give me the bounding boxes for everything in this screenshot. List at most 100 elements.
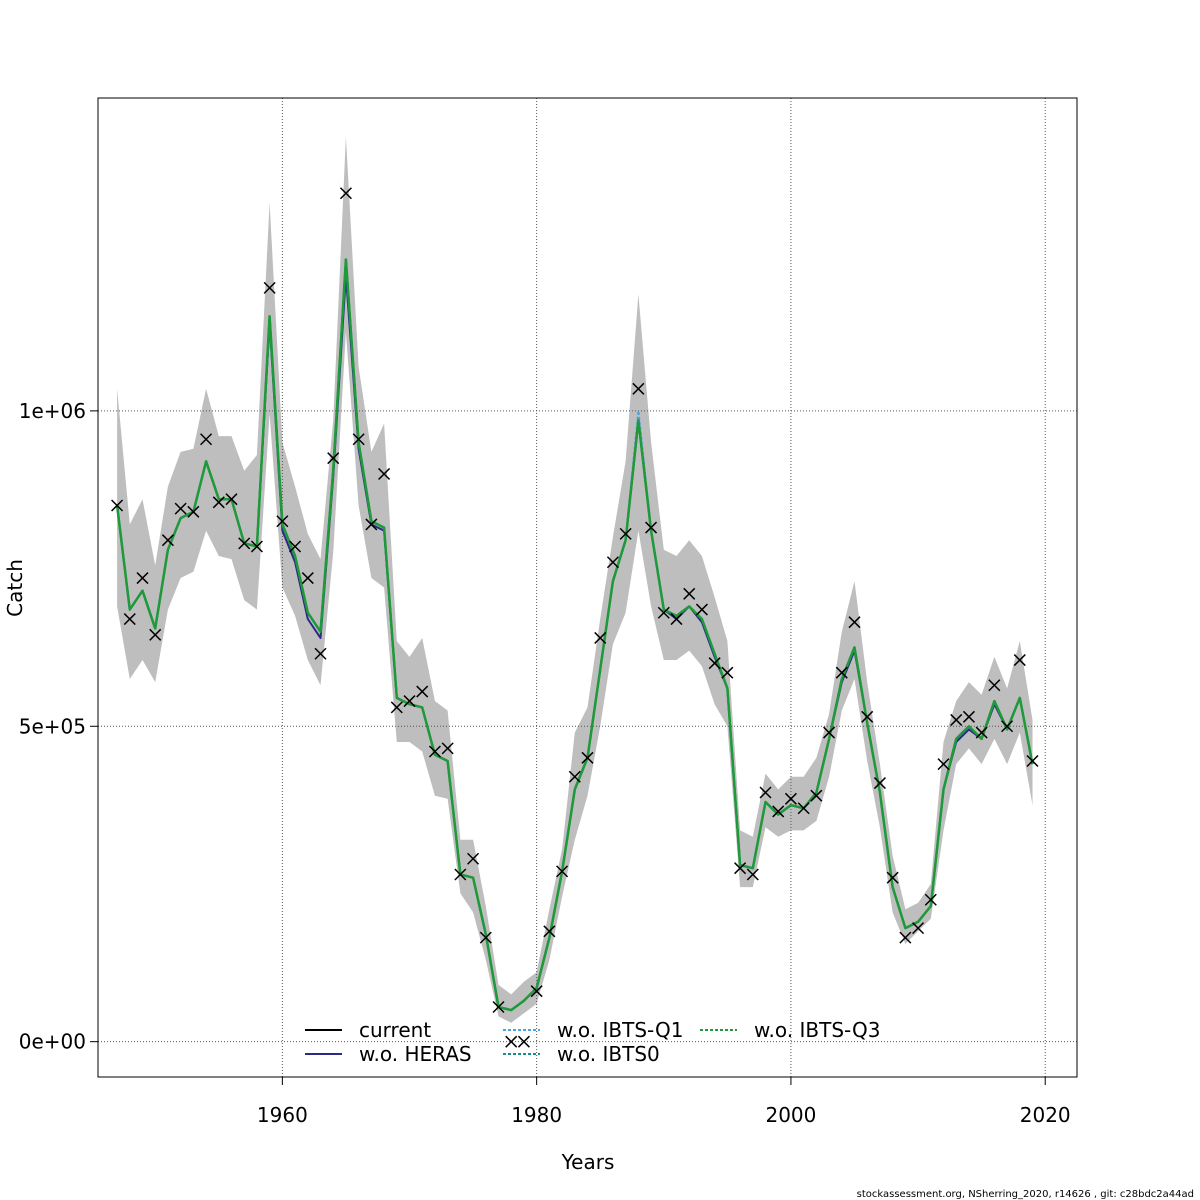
observed-point	[365, 518, 378, 531]
observed-point	[276, 515, 289, 528]
observed-point-stroke	[975, 726, 988, 739]
observed-point	[695, 603, 708, 616]
observed-point-stroke	[149, 628, 162, 641]
observed-point	[123, 613, 136, 626]
y-tick-label: 0e+00	[19, 1030, 86, 1054]
observed-point	[861, 710, 874, 723]
observed-point	[378, 467, 391, 480]
observed-point	[530, 985, 543, 998]
observed-point-stroke	[899, 931, 912, 944]
observed-point-stroke	[250, 540, 263, 553]
observed-point	[505, 1035, 518, 1048]
observed-point-stroke	[467, 852, 480, 865]
observed-point-stroke	[327, 452, 340, 465]
observed-point-stroke	[161, 534, 174, 547]
observed-point	[263, 281, 276, 294]
observed-point-stroke	[670, 613, 683, 626]
observed-point	[950, 713, 963, 726]
observed-point-stroke	[645, 521, 658, 534]
observed-point-stroke	[378, 467, 391, 480]
observed-point	[810, 789, 823, 802]
observed-point	[339, 187, 352, 200]
observed-point-stroke	[263, 281, 276, 294]
observed-point-stroke	[543, 925, 556, 938]
observed-point	[886, 871, 899, 884]
legend-label: w.o. IBTS-Q1	[557, 1018, 683, 1042]
confidence-band-layer	[117, 136, 1033, 1023]
observed-point-stroke	[924, 893, 937, 906]
observed-point-stroke	[403, 695, 416, 708]
observed-point	[428, 745, 441, 758]
observed-point	[835, 666, 848, 679]
observed-point	[238, 537, 251, 550]
observed-point	[454, 868, 467, 881]
observed-point-stroke	[289, 540, 302, 553]
observed-point-stroke	[339, 187, 352, 200]
observed-point	[975, 726, 988, 739]
x-tick-label: 2020	[1020, 1103, 1071, 1127]
series-line-w-o-ibts-q3	[115, 258, 1034, 1012]
observed-point	[301, 572, 314, 585]
observed-point	[479, 931, 492, 944]
legend-label: w.o. HERAS	[359, 1042, 472, 1066]
observed-point-stroke	[937, 758, 950, 771]
observed-point-stroke	[657, 606, 670, 619]
observed-point-stroke	[1026, 754, 1039, 768]
observed-point-stroke	[886, 871, 899, 884]
observed-point	[403, 695, 416, 708]
observed-point-stroke	[848, 616, 861, 629]
observed-point-stroke	[962, 710, 975, 723]
observed-point	[187, 505, 200, 518]
observed-point-stroke	[428, 745, 441, 758]
observed-point	[772, 805, 785, 818]
observed-point	[492, 1000, 505, 1014]
observed-point	[759, 786, 772, 799]
x-axis: 1960 1980 2000 2020	[257, 1077, 1071, 1127]
observed-point	[823, 726, 836, 739]
observed-point-stroke	[950, 713, 963, 726]
observed-point	[594, 631, 607, 644]
observed-point-stroke	[810, 789, 823, 802]
x-tick-label: 1960	[257, 1103, 308, 1127]
observed-point-stroke	[390, 701, 403, 714]
y-axis: 0e+00 5e+05 1e+06	[19, 399, 98, 1054]
observed-point-stroke	[734, 862, 747, 875]
observed-point-stroke	[619, 527, 632, 540]
legend-item: w.o. IBTS0	[503, 1042, 660, 1066]
observed-point-stroke	[594, 631, 607, 644]
observed-point-stroke	[479, 931, 492, 944]
legend-item: w.o. HERAS	[305, 1042, 472, 1066]
observed-point	[708, 657, 721, 670]
legend-label: w.o. IBTS-Q3	[754, 1018, 880, 1042]
observed-point	[581, 751, 594, 764]
observed-point	[988, 679, 1001, 692]
observed-point-stroke	[632, 382, 645, 395]
observed-point	[657, 606, 670, 619]
observed-point-stroke	[517, 1035, 530, 1048]
legend-item: current	[305, 1018, 431, 1042]
observed-point-stroke	[212, 496, 225, 509]
observed-point-stroke	[505, 1035, 518, 1048]
observed-point-stroke	[238, 537, 251, 550]
observed-point	[250, 540, 263, 553]
observed-point	[556, 865, 569, 878]
observed-point-stroke	[606, 556, 619, 569]
observed-point	[632, 382, 645, 395]
grid-layer	[98, 98, 1077, 1077]
observed-point-stroke	[416, 685, 429, 698]
observed-point	[619, 527, 632, 540]
observed-point-stroke	[301, 572, 314, 585]
observed-point	[670, 613, 683, 626]
observed-point	[390, 701, 403, 714]
y-tick-label: 5e+05	[19, 714, 86, 738]
observed-point	[149, 628, 162, 641]
observed-point-stroke	[492, 1000, 505, 1014]
observed-point-stroke	[695, 603, 708, 616]
observed-point-stroke	[708, 657, 721, 670]
observed-point-stroke	[1013, 654, 1026, 667]
observed-point-stroke	[861, 710, 874, 723]
observed-point	[517, 1035, 530, 1048]
observed-point	[225, 493, 238, 506]
